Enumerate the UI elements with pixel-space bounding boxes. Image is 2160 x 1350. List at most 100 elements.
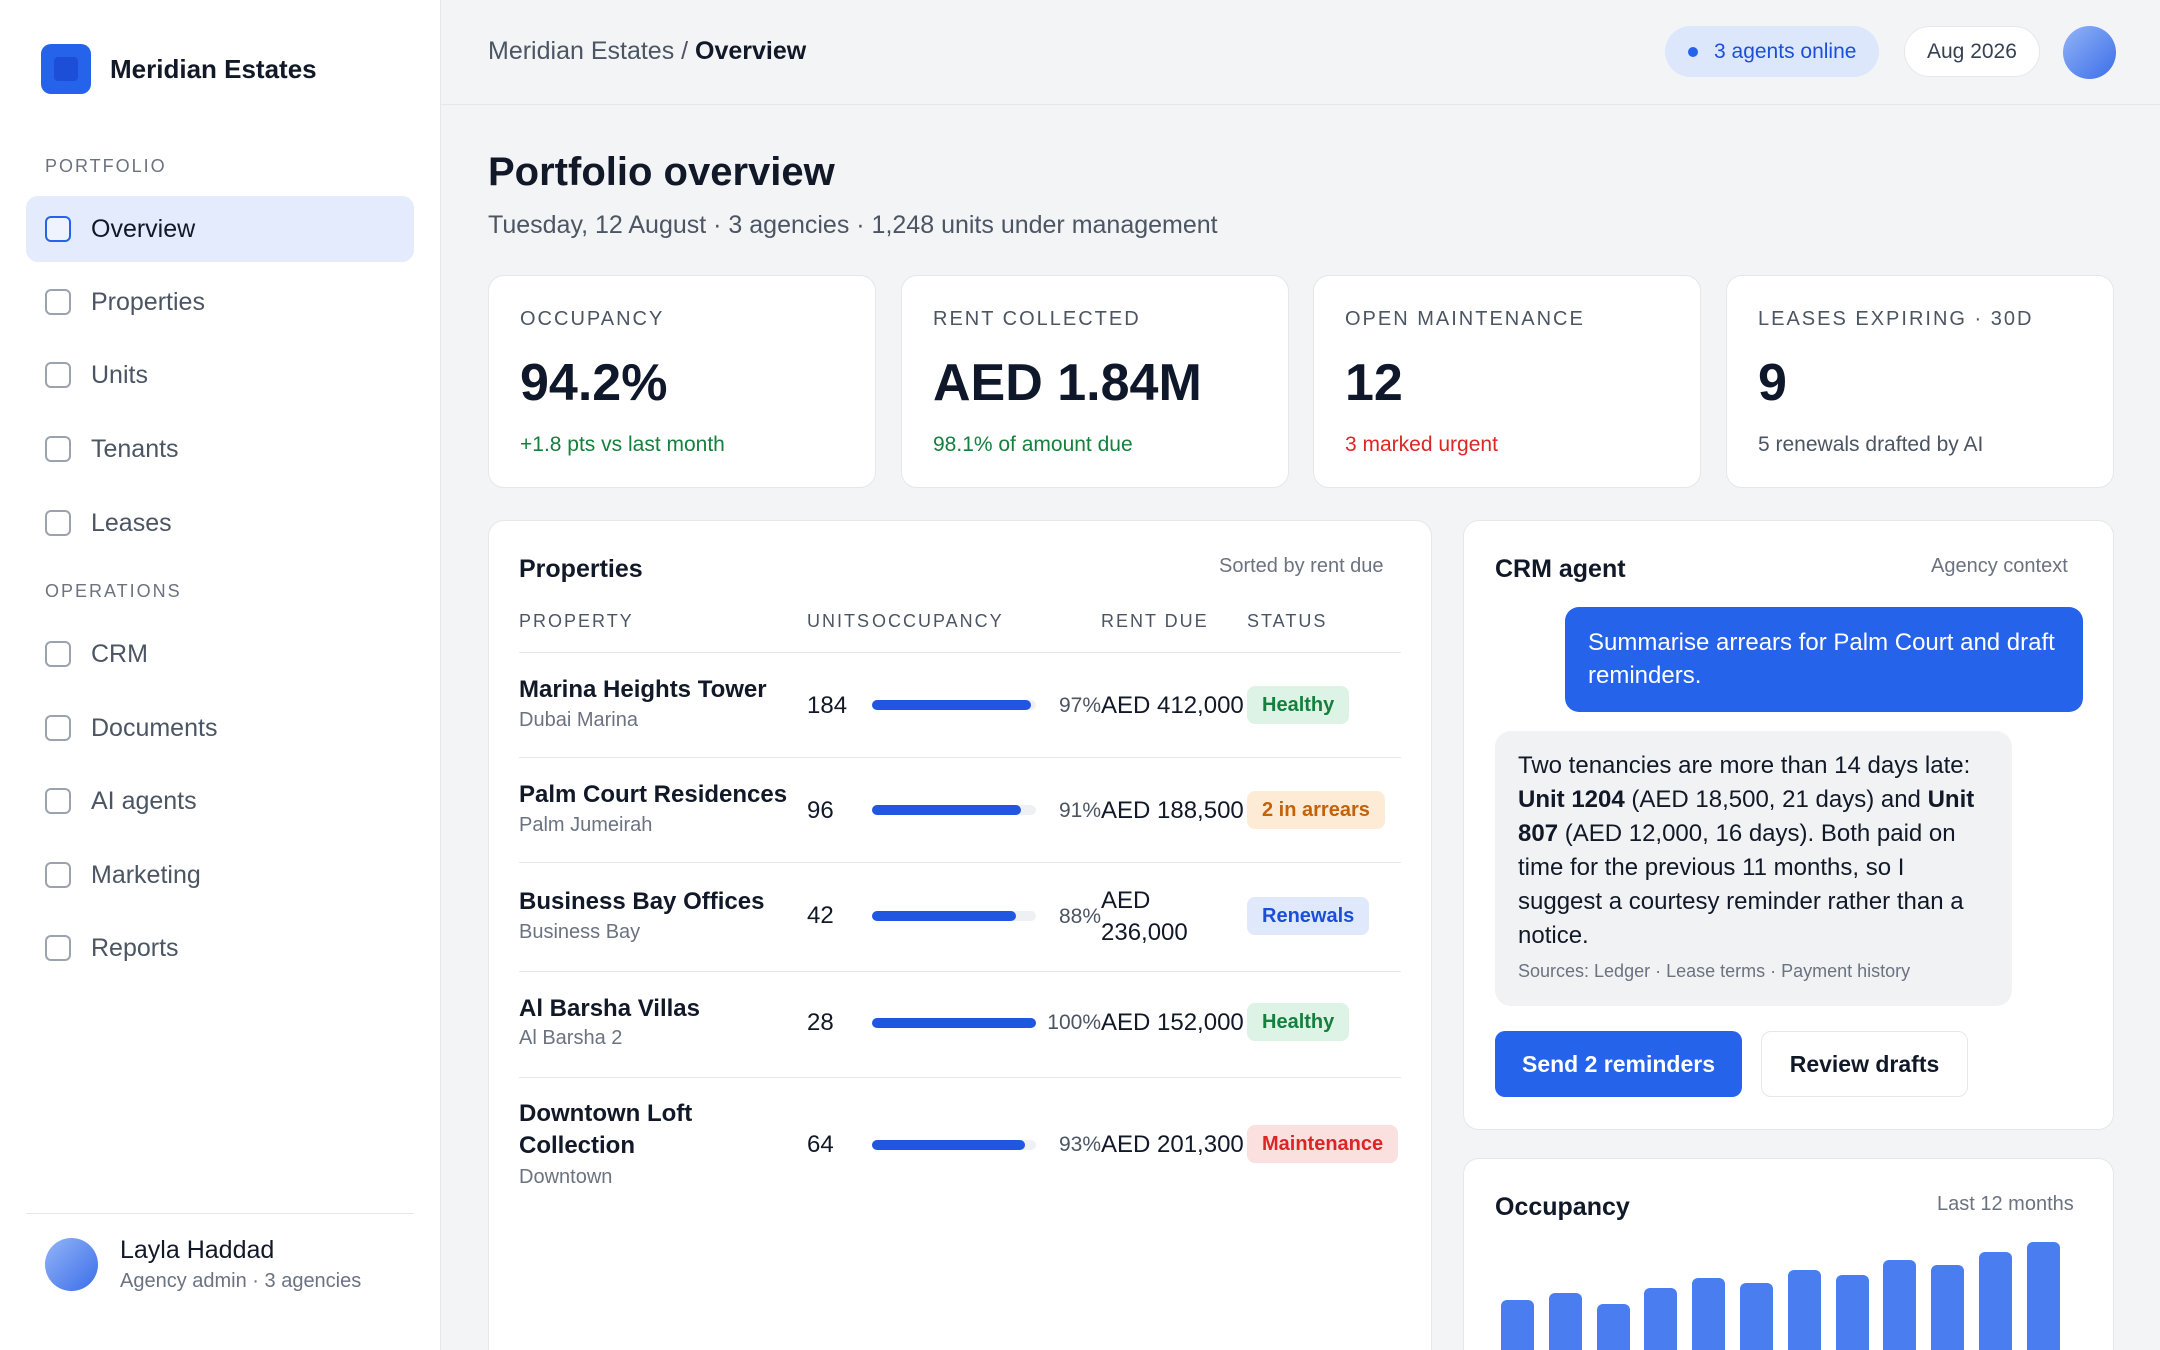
stat-card-open-maintenance[interactable]: OPEN MAINTENANCE 12 3 marked urgent	[1313, 275, 1701, 488]
stat-card-rent-collected[interactable]: RENT COLLECTED AED 1.84M 98.1% of amount…	[901, 275, 1289, 488]
user-message: Summarise arrears for Palm Court and dra…	[1565, 607, 2083, 712]
property-location: Dubai Marina	[519, 709, 638, 731]
properties-sort-note[interactable]: Sorted by rent due	[1219, 555, 1384, 577]
stat-card-leases-expiring[interactable]: LEASES EXPIRING · 30D 9 5 renewals draft…	[1726, 275, 2114, 488]
properties-icon	[45, 289, 71, 315]
sidebar-item-leases[interactable]: Leases	[26, 490, 414, 556]
brand[interactable]: Meridian Estates	[41, 44, 317, 94]
stat-value: 9	[1758, 354, 1787, 412]
sidebar-item-label: CRM	[91, 639, 148, 668]
status-badge: Renewals	[1247, 897, 1370, 935]
sidebar-item-crm[interactable]: CRM	[26, 621, 414, 687]
breadcrumb-separator: /	[674, 37, 696, 65]
properties-title: Properties	[519, 555, 643, 583]
stat-note: +1.8 pts vs last month	[520, 433, 725, 456]
chart-bar	[1644, 1288, 1678, 1350]
column-header-rent-due[interactable]: RENT DUE	[1101, 611, 1209, 631]
sidebar-item-label: Reports	[91, 933, 179, 962]
property-name[interactable]: Palm Court Residences	[519, 781, 788, 808]
occupancy-bar-fill	[872, 700, 1032, 710]
reports-icon	[45, 935, 71, 961]
avatar[interactable]	[2063, 26, 2116, 79]
crm-icon	[45, 641, 71, 667]
breadcrumb-current: Overview	[695, 37, 807, 65]
page-subtitle: Tuesday, 12 August · 3 agencies · 1,248 …	[488, 211, 1218, 239]
property-name[interactable]: Al Barsha Villas	[519, 995, 700, 1022]
sidebar-item-documents[interactable]: Documents	[26, 695, 414, 761]
sidebar-item-label: Properties	[91, 287, 205, 316]
sidebar-divider	[26, 1213, 414, 1214]
stat-note: 5 renewals drafted by AI	[1758, 433, 1984, 456]
stat-value: AED 1.84M	[933, 354, 1202, 412]
chart-bar	[1548, 1293, 1582, 1350]
breadcrumb-root[interactable]: Meridian Estates	[488, 37, 675, 65]
property-name[interactable]: Business Bay Offices	[519, 888, 765, 915]
user-role: Agency admin · 3 agencies	[120, 1270, 362, 1292]
column-header-occupancy[interactable]: OCCUPANCY	[872, 611, 1004, 631]
property-location: Downtown	[519, 1166, 613, 1188]
occupancy-bar	[872, 911, 1036, 921]
stat-label: OCCUPANCY	[520, 308, 665, 330]
occupancy-bar	[872, 700, 1036, 710]
occupancy-percent: 100%	[1047, 1011, 1101, 1034]
occupancy-bar-fill	[872, 1140, 1025, 1150]
breadcrumb: Meridian Estates / Overview	[488, 37, 806, 66]
stat-value: 94.2%	[520, 354, 668, 412]
column-header-units[interactable]: UNITS	[807, 611, 871, 631]
send-reminders-button[interactable]: Send 2 reminders	[1495, 1031, 1742, 1097]
chart-bar	[1740, 1283, 1773, 1350]
property-location: Business Bay	[519, 921, 641, 943]
table-divider	[519, 1077, 1401, 1078]
online-dot-icon	[1688, 46, 1698, 57]
stat-card-occupancy[interactable]: OCCUPANCY 94.2% +1.8 pts vs last month	[488, 275, 876, 488]
avatar	[45, 1238, 98, 1291]
documents-icon	[45, 715, 71, 741]
period-label: Aug 2026	[1927, 39, 2017, 63]
sidebar-item-marketing[interactable]: Marketing	[26, 842, 414, 908]
sidebar-item-label: Tenants	[91, 434, 179, 463]
stat-label: RENT COLLECTED	[933, 308, 1141, 330]
occupancy-percent: 97%	[1058, 694, 1101, 717]
agent-message: Two tenancies are more than 14 days late…	[1495, 731, 2012, 1006]
agents-online-pill[interactable]: 3 agents online	[1665, 26, 1880, 77]
agents-online-label: 3 agents online	[1714, 39, 1857, 63]
sidebar-item-units[interactable]: Units	[26, 342, 414, 408]
sidebar: Meridian Estates PORTFOLIO Overview Prop…	[0, 0, 441, 1350]
sidebar-item-properties[interactable]: Properties	[26, 269, 414, 335]
property-units: 184	[807, 692, 848, 719]
occupancy-bar-fill	[872, 805, 1022, 815]
user-profile[interactable]: Layla Haddad Agency admin · 3 agencies	[45, 1236, 361, 1293]
column-header-property[interactable]: PROPERTY	[519, 611, 634, 631]
property-units: 96	[807, 797, 834, 824]
sidebar-item-label: Units	[91, 360, 148, 389]
agent-text-part: (AED 12,000, 16 days). Both paid on time…	[1518, 820, 1964, 949]
agent-text-part: (AED 18,500, 21 days) and	[1624, 786, 1928, 813]
status-badge: Healthy	[1247, 1003, 1350, 1041]
table-divider	[519, 862, 1401, 863]
occupancy-bar	[872, 1140, 1036, 1150]
property-location: Palm Jumeirah	[519, 814, 653, 836]
sidebar-item-reports[interactable]: Reports	[26, 915, 414, 981]
agent-text-part: Two tenancies are more than 14 days late…	[1518, 752, 1971, 779]
top-bar: Meridian Estates / Overview 3 agents onl…	[441, 0, 2160, 105]
stat-note: 98.1% of amount due	[933, 433, 1133, 456]
sidebar-item-ai-agents[interactable]: AI agents	[26, 768, 414, 834]
review-drafts-button[interactable]: Review drafts	[1761, 1031, 1968, 1097]
chart-bar	[1787, 1270, 1821, 1350]
table-divider	[519, 971, 1401, 972]
property-name[interactable]: Downtown Loft Collection	[519, 1100, 693, 1159]
property-name[interactable]: Marina Heights Tower	[519, 676, 767, 703]
rent-due: AED 152,000	[1101, 1009, 1244, 1036]
column-header-status[interactable]: STATUS	[1247, 611, 1328, 631]
sidebar-item-label: Leases	[91, 508, 172, 537]
chart-bar	[1931, 1265, 1965, 1350]
sidebar-item-overview[interactable]: Overview	[26, 196, 414, 262]
occupancy-chart-range[interactable]: Last 12 months	[1937, 1193, 2074, 1215]
stat-label: OPEN MAINTENANCE	[1345, 308, 1585, 330]
crm-agent-title: CRM agent	[1495, 555, 1626, 583]
crm-context-label[interactable]: Agency context	[1931, 555, 2068, 577]
period-selector[interactable]: Aug 2026	[1904, 26, 2040, 77]
nav-section-portfolio: PORTFOLIO	[45, 156, 167, 176]
chart-bar	[1596, 1304, 1630, 1350]
sidebar-item-tenants[interactable]: Tenants	[26, 416, 414, 482]
